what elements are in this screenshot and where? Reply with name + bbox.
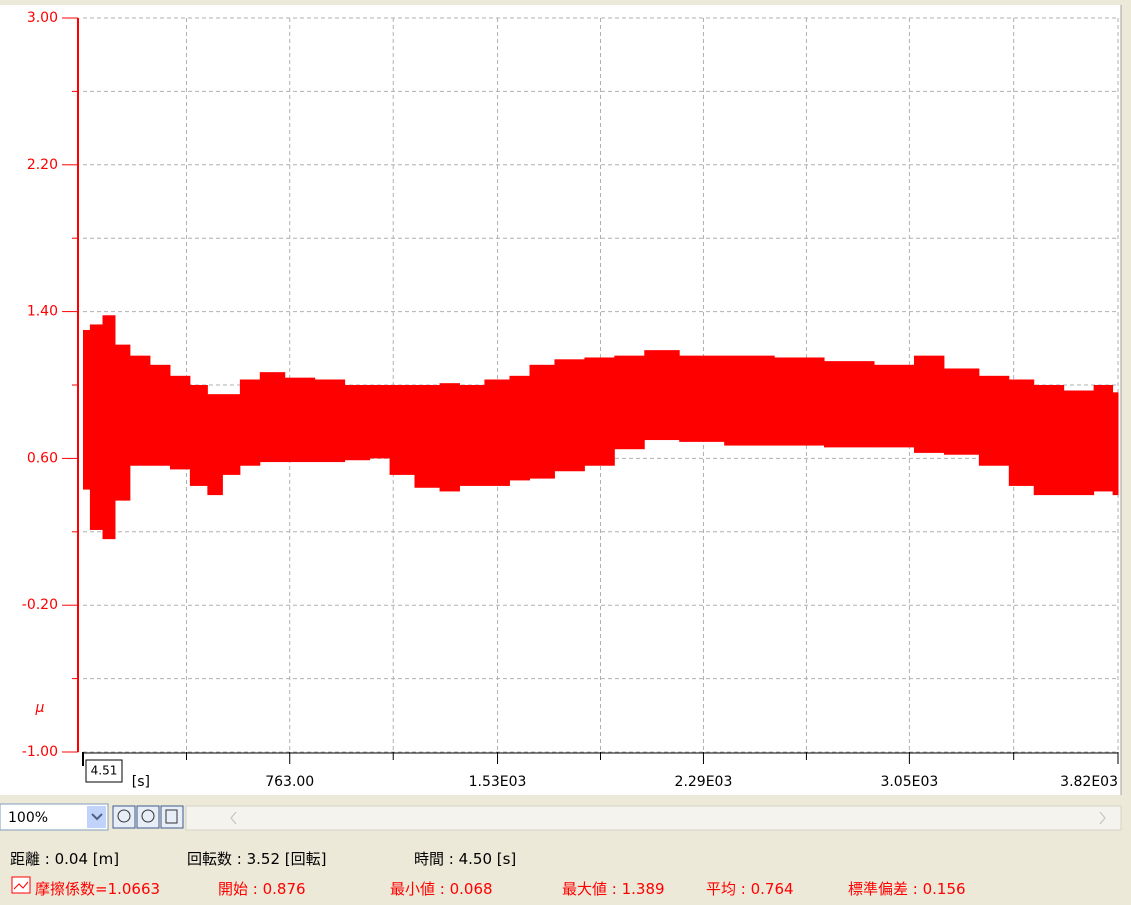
combo-arrow[interactable] bbox=[87, 806, 106, 828]
icon bbox=[141, 809, 155, 823]
band-segment bbox=[1033, 385, 1065, 496]
zoom-out-button[interactable] bbox=[112, 805, 136, 829]
x-tick-label: 3.05E03 bbox=[880, 774, 938, 790]
scroll-right[interactable] bbox=[1099, 811, 1106, 825]
icon bbox=[117, 809, 131, 823]
band-segment bbox=[614, 355, 645, 450]
y-tick-label: 1.40 bbox=[27, 304, 58, 320]
y-axis-label: μ bbox=[35, 700, 45, 716]
band-segment bbox=[369, 385, 391, 459]
band-segment bbox=[89, 324, 104, 530]
band-segment bbox=[774, 357, 825, 446]
band-segment bbox=[1008, 379, 1035, 486]
icon bbox=[165, 809, 178, 824]
band-segment bbox=[314, 379, 346, 463]
band-segment bbox=[389, 385, 415, 475]
scrollbar[interactable] bbox=[185, 805, 1122, 831]
band-segment bbox=[83, 329, 91, 490]
x-tick-label: 1.53E03 bbox=[469, 774, 527, 790]
x-unit: [s] bbox=[132, 774, 150, 790]
zoom-in-button[interactable] bbox=[136, 805, 160, 829]
band-segment bbox=[724, 355, 775, 446]
band-segment bbox=[259, 372, 286, 463]
y-tick-label: 0.60 bbox=[27, 450, 58, 466]
cursor-box bbox=[85, 759, 123, 783]
band-segment bbox=[484, 379, 510, 486]
band-segment bbox=[824, 361, 875, 448]
x-tick-label: 763.00 bbox=[265, 774, 314, 790]
band-segment bbox=[1112, 392, 1119, 496]
x-tick-label: 3.82E03 bbox=[1060, 774, 1118, 790]
band-segment bbox=[1063, 390, 1095, 496]
band-segment bbox=[913, 355, 945, 453]
band-segment bbox=[129, 355, 151, 466]
y-tick-label: -1.00 bbox=[22, 744, 58, 760]
band-segment bbox=[554, 359, 585, 472]
cursor-label: 4.51 bbox=[91, 764, 118, 778]
x-tick-label: 2.29E03 bbox=[675, 774, 733, 790]
start: 開始 : 0.876 bbox=[218, 880, 306, 898]
legend-icon-line bbox=[13, 881, 29, 890]
band-segment bbox=[344, 385, 371, 461]
band-segment bbox=[207, 394, 223, 496]
band-segment bbox=[414, 385, 441, 488]
band-segment bbox=[149, 364, 171, 466]
zoom-fit-button[interactable] bbox=[160, 805, 184, 829]
distance: 距離 : 0.04 [m] bbox=[10, 850, 120, 868]
band-segment bbox=[1093, 385, 1114, 492]
band-segment bbox=[978, 375, 1010, 466]
band-segment bbox=[114, 344, 131, 501]
band-segment bbox=[284, 377, 316, 463]
band-segment bbox=[943, 368, 980, 455]
band-segment bbox=[169, 375, 191, 470]
y-tick-label: 2.20 bbox=[27, 157, 58, 173]
mean: 平均 : 0.764 bbox=[706, 880, 794, 898]
band-segment bbox=[102, 315, 116, 540]
band-segment bbox=[239, 379, 261, 466]
zoom-value: 100% bbox=[8, 810, 48, 826]
band-segment bbox=[584, 357, 615, 466]
scroll-left[interactable] bbox=[230, 811, 237, 825]
y-tick-label: 3.00 bbox=[27, 10, 58, 26]
std: 標準偏差 : 0.156 bbox=[848, 880, 966, 898]
band-segment bbox=[189, 385, 208, 486]
y-tick-label: -0.20 bbox=[22, 597, 58, 613]
legend-icon bbox=[11, 876, 31, 894]
band-segment bbox=[222, 394, 241, 475]
band-segment bbox=[529, 364, 555, 479]
min: 最小値 : 0.068 bbox=[390, 880, 493, 898]
band-segment bbox=[439, 383, 460, 492]
band-segment bbox=[459, 385, 485, 486]
time: 時間 : 4.50 [s] bbox=[414, 850, 517, 868]
rotations: 回転数 : 3.52 [回転] bbox=[187, 850, 327, 868]
arrow-icon bbox=[91, 813, 103, 821]
friction: 摩擦係数=1.0663 bbox=[35, 880, 161, 898]
band-segment bbox=[509, 375, 531, 481]
band-segment bbox=[644, 350, 680, 441]
band-segment bbox=[874, 364, 915, 448]
max: 最大値 : 1.389 bbox=[562, 880, 665, 898]
band-segment bbox=[679, 355, 725, 442]
